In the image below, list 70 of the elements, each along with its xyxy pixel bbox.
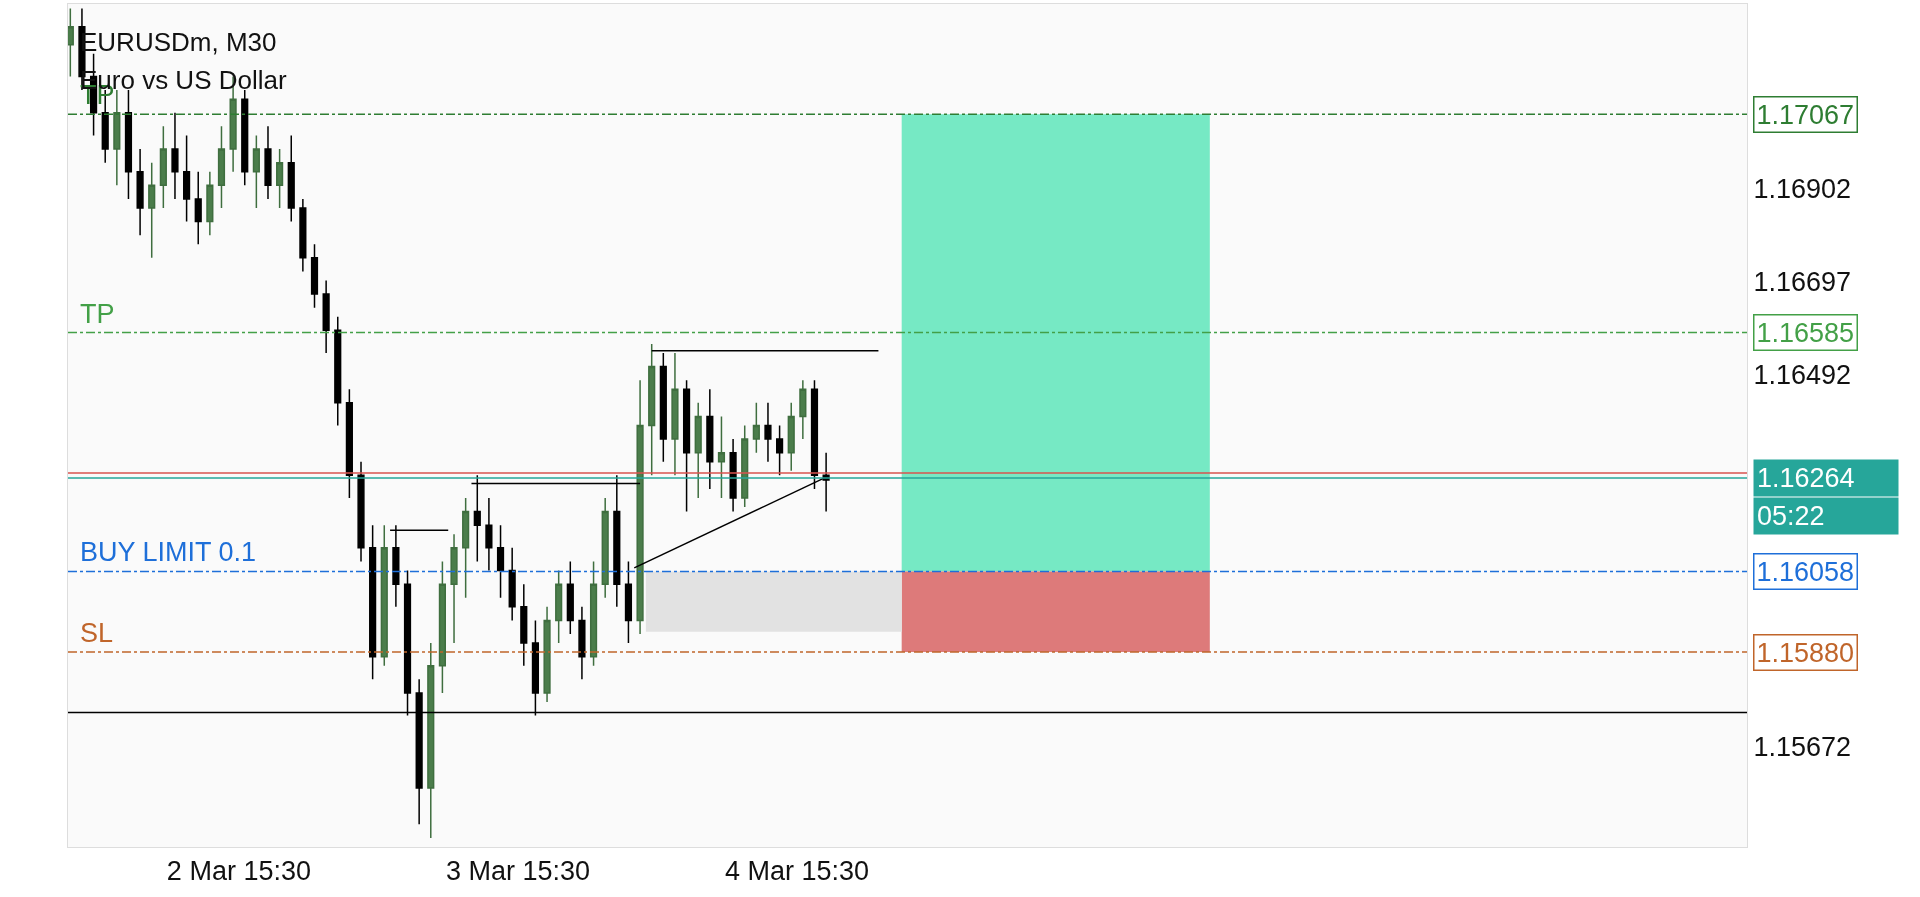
candlestick [68, 7, 74, 78]
candlestick [124, 89, 133, 200]
candlestick [741, 424, 749, 508]
candlestick [148, 161, 156, 259]
candlestick [194, 170, 202, 245]
candlestick [241, 89, 249, 187]
candlestick [113, 89, 121, 187]
y-tick-label: 1.16264 [1757, 463, 1855, 493]
candlestick [264, 125, 272, 200]
y-tick-label: 1.16492 [1753, 360, 1852, 391]
ref-line-label: TP [80, 299, 115, 329]
candlestick [357, 461, 365, 563]
candlestick [799, 379, 807, 440]
candlestick [217, 125, 226, 209]
candlestick [543, 606, 551, 703]
candlestick [183, 134, 191, 223]
candlestick [485, 497, 493, 572]
x-tick-label: 4 Mar 15:30 [724, 856, 870, 887]
candlestick [671, 352, 679, 477]
candlestick [682, 379, 691, 513]
candlestick [706, 388, 714, 490]
y-tick-label: 1.16902 [1753, 174, 1852, 205]
y-tick-label: 1.16058 [1756, 556, 1855, 587]
candlestick [310, 243, 319, 309]
candlestick [787, 402, 795, 472]
candlestick [206, 170, 214, 236]
candlestick [345, 388, 353, 499]
y-tick-label: 1.16585 [1756, 317, 1855, 348]
candlestick [369, 524, 377, 681]
candlestick [276, 148, 284, 209]
candlestick [624, 560, 633, 644]
candlestick [729, 438, 737, 513]
candlestick [508, 547, 516, 622]
x-tick-label: 3 Mar 15:30 [445, 856, 591, 887]
candlestick [636, 379, 644, 635]
candlestick [601, 497, 609, 599]
candlestick [438, 560, 446, 694]
text: 05:22 [1757, 501, 1825, 531]
candlestick [450, 533, 458, 644]
candlestick [752, 402, 760, 454]
candlestick [496, 524, 505, 599]
candlestick [764, 402, 772, 463]
candlestick [555, 569, 563, 644]
candlestick [462, 497, 470, 599]
candlestick [136, 148, 144, 236]
candlestick [578, 606, 586, 681]
candlestick [322, 279, 330, 354]
candlestick [694, 402, 702, 499]
candlestick [566, 560, 574, 635]
candlestick [776, 424, 784, 477]
candlestick [287, 134, 295, 223]
candlestick [648, 343, 656, 477]
y-tick-label: 1.15880 [1756, 637, 1855, 668]
ref-line-label: SL [80, 618, 114, 648]
y-tick-label: 1.16697 [1753, 267, 1852, 298]
x-tick-label: 2 Mar 15:30 [166, 856, 311, 887]
candlestick [299, 198, 307, 273]
candlestick [159, 125, 167, 209]
candlestick [380, 524, 388, 667]
y-tick-label: 1.15672 [1753, 731, 1852, 762]
candlestick [252, 134, 260, 209]
candlestick [171, 112, 179, 200]
candlestick [520, 583, 528, 667]
candlestick [334, 315, 342, 427]
candlestick [427, 642, 435, 839]
candlestick [717, 415, 726, 499]
y-tick-label: 1.17067 [1756, 99, 1855, 130]
candlestick [659, 352, 667, 463]
candlestick [589, 560, 598, 667]
ref-line-label: BUY LIMIT 0.1 [80, 537, 257, 567]
